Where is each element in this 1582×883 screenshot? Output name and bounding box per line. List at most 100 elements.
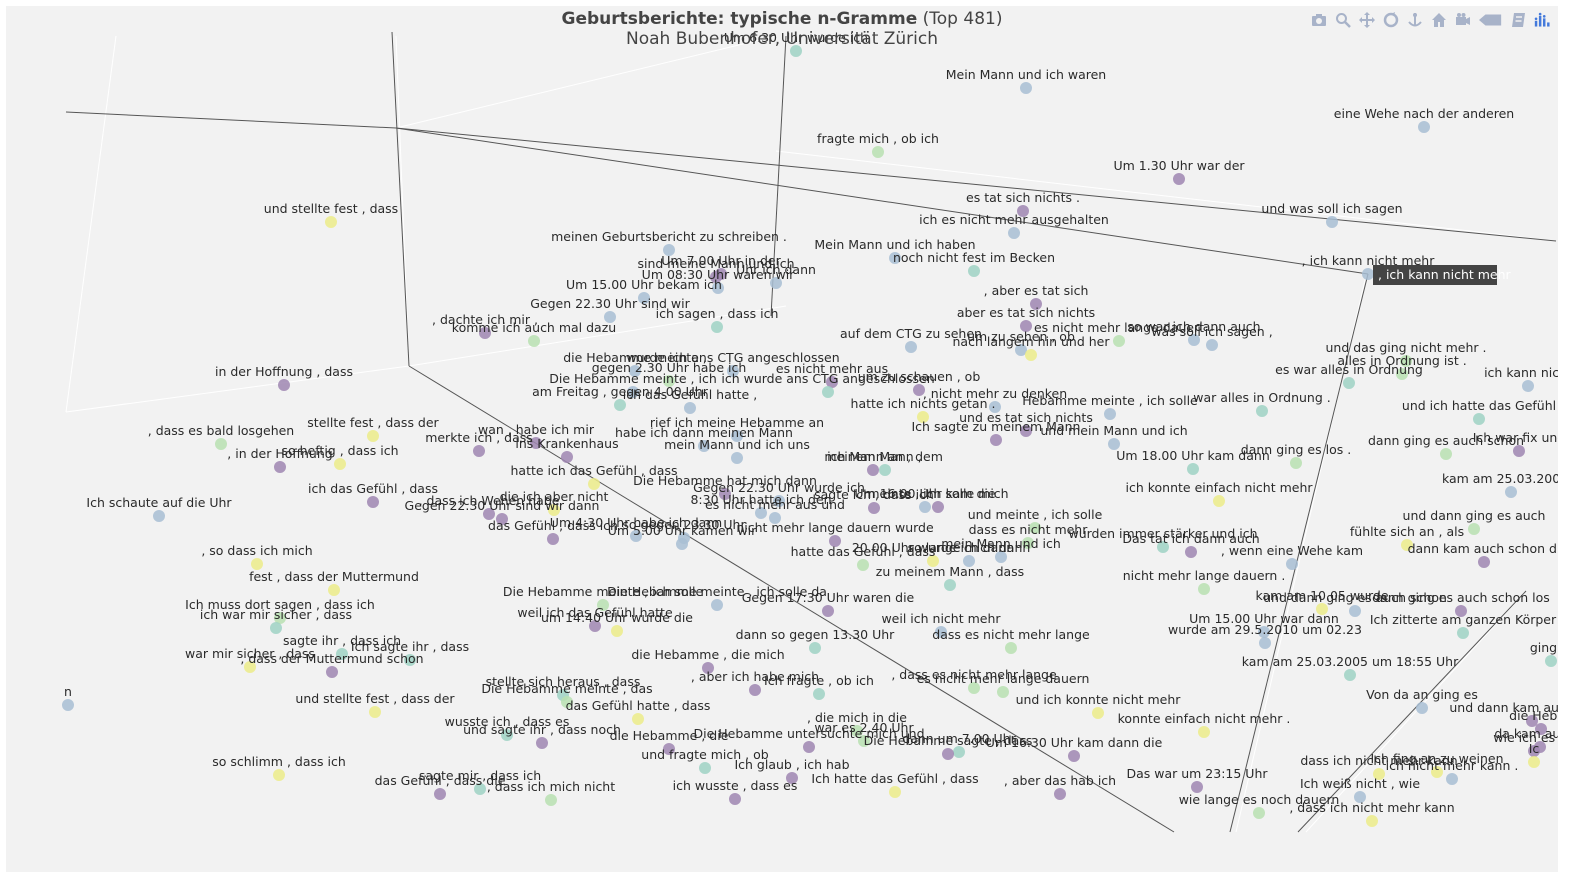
data-point[interactable] [479,327,491,339]
data-point[interactable] [889,252,901,264]
reset-camera-last-save-button[interactable] [1454,11,1472,29]
data-point[interactable] [270,622,282,634]
zoom-button[interactable] [1334,11,1352,29]
data-point[interactable] [501,729,513,741]
plotly-logo-link[interactable] [1534,11,1552,29]
data-point[interactable] [663,375,675,387]
data-point[interactable] [530,437,542,449]
data-point[interactable] [528,335,540,347]
data-point[interactable] [868,502,880,514]
data-point[interactable] [684,402,696,414]
data-point[interactable] [809,642,821,654]
data-point[interactable] [989,401,1001,413]
data-point[interactable] [995,551,1007,563]
data-point[interactable] [1020,82,1032,94]
data-point[interactable] [588,478,600,490]
data-point[interactable] [1522,380,1534,392]
orbit-rotation-button[interactable] [1382,11,1400,29]
data-point[interactable] [769,512,781,524]
data-point[interactable] [1068,750,1080,762]
hover-closest-button[interactable] [1478,11,1504,29]
data-point[interactable] [561,451,573,463]
data-point[interactable] [1416,702,1428,714]
data-point[interactable] [1455,605,1467,617]
data-point[interactable] [1029,522,1041,534]
data-point[interactable] [953,746,965,758]
data-point[interactable] [474,783,486,795]
data-point[interactable] [1349,605,1361,617]
toggle-spike-lines-button[interactable] [1510,11,1528,29]
pan-button[interactable] [1358,11,1376,29]
data-point[interactable] [1446,773,1458,785]
data-point[interactable] [1092,707,1104,719]
data-point[interactable] [367,430,379,442]
data-point[interactable] [927,555,939,567]
data-point[interactable] [822,605,834,617]
data-point[interactable] [611,625,623,637]
data-point[interactable] [1373,768,1385,780]
data-point[interactable] [1535,723,1547,735]
data-point[interactable] [632,713,644,725]
data-point[interactable] [1008,227,1020,239]
data-point[interactable] [727,365,739,377]
data-point[interactable] [1104,408,1116,420]
data-point[interactable] [251,558,263,570]
plot-area[interactable]: Um 6.30 Uhr wurde ich Mein Mann und ich w… [6,6,1558,872]
data-point[interactable] [1108,438,1120,450]
data-point[interactable] [663,743,675,755]
data-point[interactable] [942,748,954,760]
data-point[interactable] [244,661,256,673]
data-point[interactable] [1401,539,1413,551]
data-point[interactable] [548,504,560,516]
data-point[interactable] [627,386,639,398]
data-point[interactable] [1188,334,1200,346]
data-point[interactable] [404,654,416,666]
data-point[interactable] [729,793,741,805]
data-point[interactable] [1022,537,1034,549]
data-point[interactable] [935,626,947,638]
data-point[interactable] [755,507,767,519]
data-point[interactable] [932,501,944,513]
data-point[interactable] [1054,788,1066,800]
data-point[interactable] [944,579,956,591]
data-point[interactable] [1354,791,1366,803]
data-point[interactable] [1206,339,1218,351]
data-point[interactable] [1478,556,1490,568]
turntable-rotation-button[interactable] [1406,11,1424,29]
data-point[interactable] [968,265,980,277]
data-point[interactable] [731,452,743,464]
data-point[interactable] [997,686,1009,698]
data-point[interactable] [1362,268,1374,280]
data-point[interactable] [274,612,286,624]
data-point[interactable] [919,501,931,513]
data-point[interactable] [153,510,165,522]
data-point[interactable] [1030,298,1042,310]
data-point[interactable] [273,769,285,781]
data-point[interactable] [1157,541,1169,553]
data-point[interactable] [274,461,286,473]
data-point[interactable] [1526,715,1538,727]
data-point[interactable] [1213,495,1225,507]
data-point[interactable] [1343,377,1355,389]
data-point[interactable] [872,146,884,158]
data-point[interactable] [1457,627,1469,639]
data-point[interactable] [325,216,337,228]
data-point[interactable] [1400,355,1412,367]
data-point[interactable] [1286,558,1298,570]
data-point[interactable] [698,440,710,452]
data-point[interactable] [496,513,508,525]
data-point[interactable] [702,662,714,674]
data-point[interactable] [536,737,548,749]
data-point[interactable] [561,696,573,708]
data-point[interactable] [773,495,785,507]
data-point[interactable] [1366,815,1378,827]
data-point[interactable] [867,464,879,476]
data-point[interactable] [663,244,675,256]
data-point[interactable] [1326,216,1338,228]
data-point[interactable] [711,321,723,333]
data-point[interactable] [858,735,870,747]
data-point[interactable] [1020,425,1032,437]
data-point[interactable] [589,620,601,632]
data-point[interactable] [829,535,841,547]
data-point[interactable] [879,464,891,476]
